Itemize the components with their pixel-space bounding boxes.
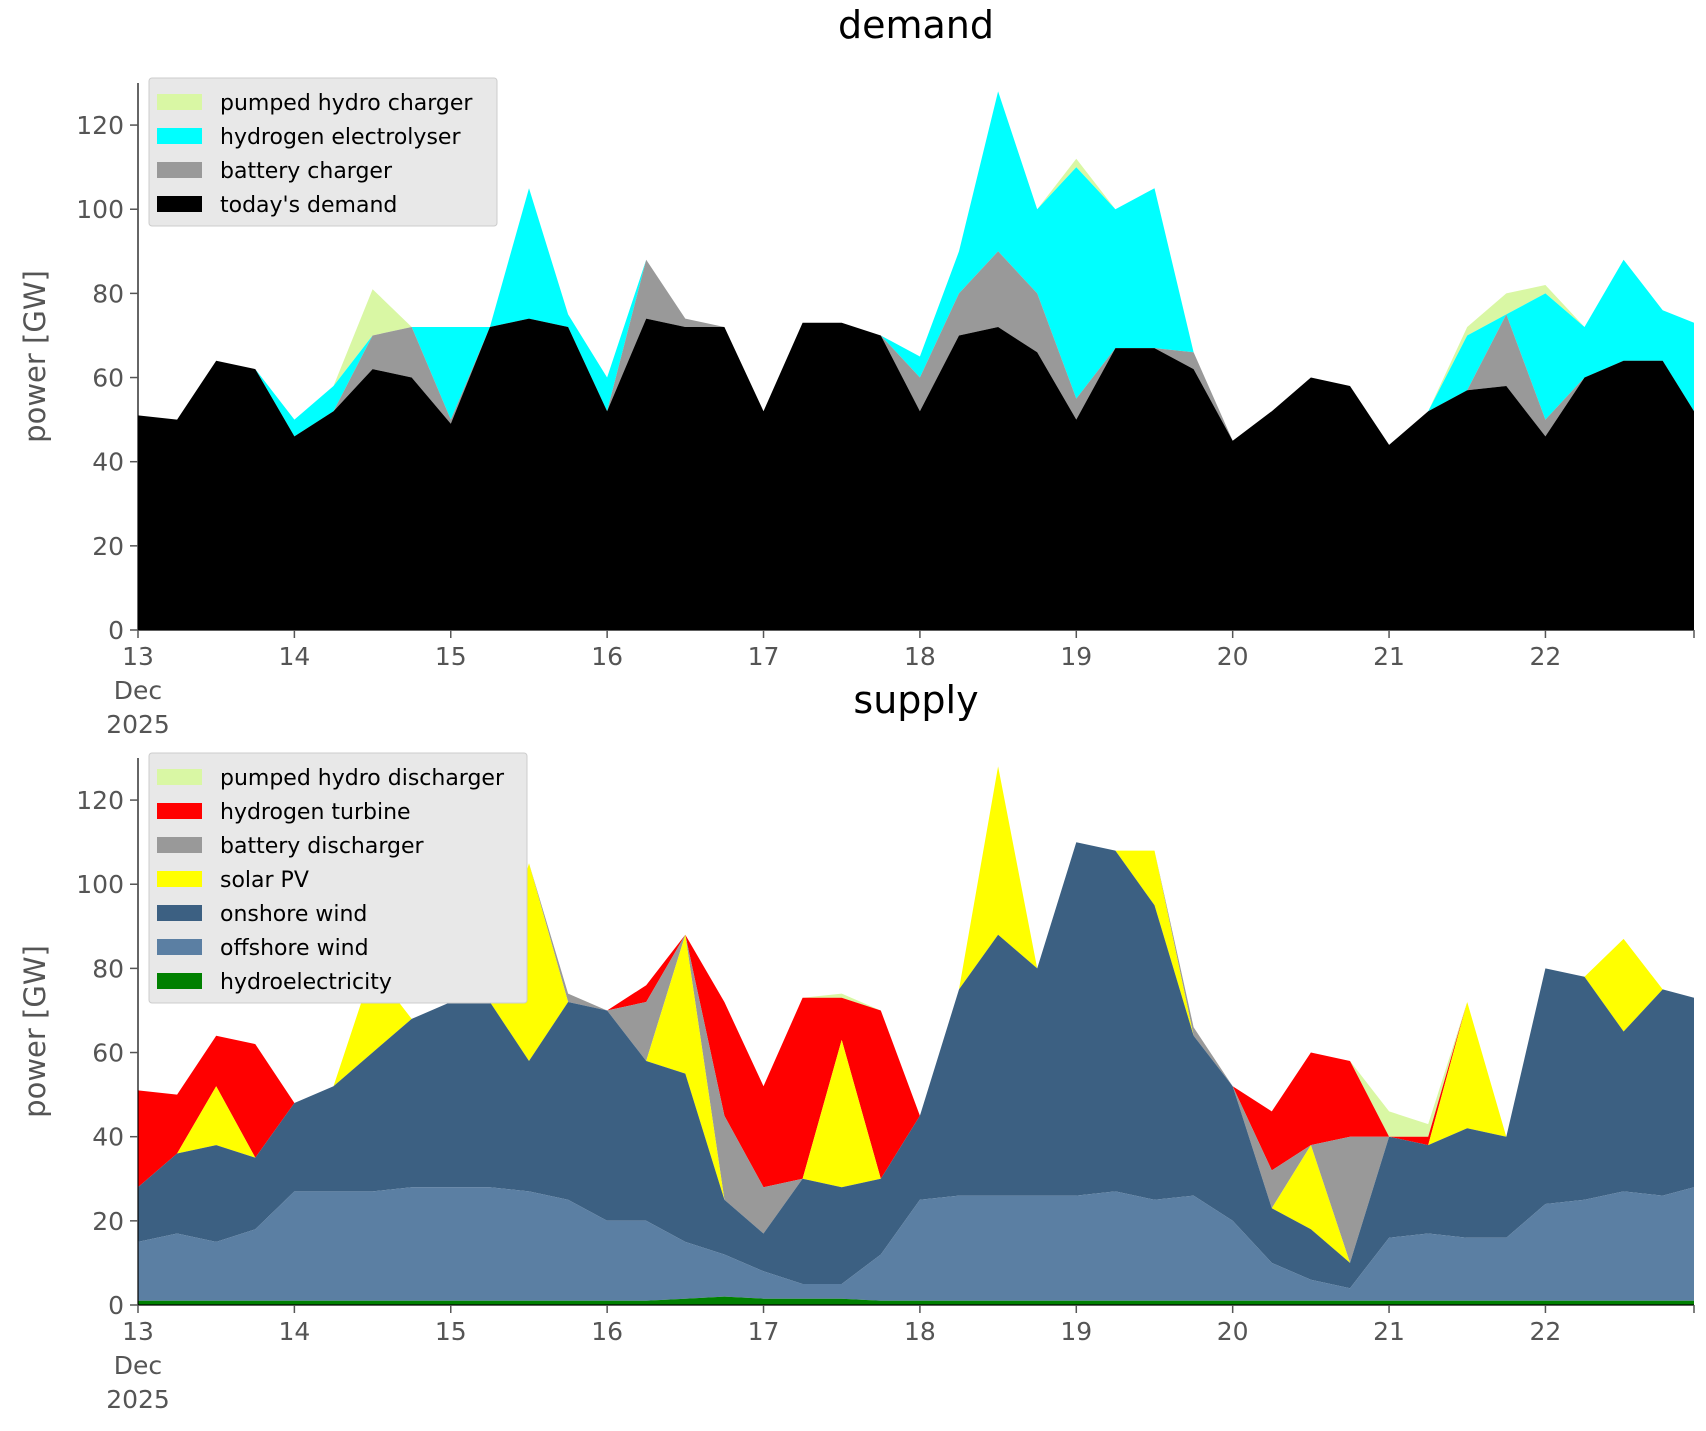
x-tick-label: 15 bbox=[435, 642, 467, 671]
y-tick-label: 0 bbox=[108, 1291, 124, 1320]
legend-label-battery-charger: battery charger bbox=[220, 159, 393, 184]
chart-title: demand bbox=[838, 3, 994, 47]
x-tick-label: 16 bbox=[591, 1317, 623, 1346]
y-tick-label: 120 bbox=[76, 111, 124, 140]
y-tick-label: 40 bbox=[92, 448, 124, 477]
legend-box bbox=[148, 752, 528, 1004]
x-tick-label: 2025 bbox=[106, 1385, 170, 1414]
legend: pumped hydro discharger hydrogen turbine b… bbox=[148, 752, 528, 1004]
x-tick-label: 15 bbox=[435, 1317, 467, 1346]
legend-swatch-hydroelectricity bbox=[157, 973, 202, 989]
y-axis-label: power [GW] bbox=[18, 945, 52, 1118]
legend-swatch-offshore-wind bbox=[157, 939, 202, 955]
y-tick-label: 40 bbox=[92, 1123, 124, 1152]
y-tick-label: 20 bbox=[92, 532, 124, 561]
legend-label-battery-discharger: battery discharger bbox=[220, 834, 425, 859]
x-tick-label: 19 bbox=[1060, 642, 1092, 671]
area-battery-charger bbox=[138, 251, 1694, 445]
x-tick-label: 18 bbox=[904, 1317, 936, 1346]
x-tick-label: 13 bbox=[122, 1317, 154, 1346]
legend-swatch-pumped-hydro-discharger bbox=[157, 769, 202, 785]
x-tick-label: 18 bbox=[904, 642, 936, 671]
x-tick-label: 19 bbox=[1060, 1317, 1092, 1346]
legend-box bbox=[148, 77, 498, 227]
x-tick-label: 13 bbox=[122, 642, 154, 671]
y-tick-label: 80 bbox=[92, 279, 124, 308]
x-tick-label: Dec bbox=[114, 676, 162, 705]
y-tick-label: 100 bbox=[76, 195, 124, 224]
legend-label-onshore-wind: onshore wind bbox=[220, 902, 367, 927]
demand-chart-panel: 0 20 40 60 80 100 120 13 Dec 2025 14 15 16 17 18 19 20 21… bbox=[18, 3, 1695, 739]
legend-swatch-hydrogen-electrolyser bbox=[157, 128, 202, 144]
y-tick-label: 0 bbox=[108, 616, 124, 645]
legend-swatch-battery-discharger bbox=[157, 837, 202, 853]
legend-swatch-hydrogen-turbine bbox=[157, 803, 202, 819]
x-tick-label: Dec bbox=[114, 1351, 162, 1380]
legend-swatch-onshore-wind bbox=[157, 905, 202, 921]
x-tick-label: 21 bbox=[1373, 642, 1405, 671]
x-tick-label: 14 bbox=[278, 1317, 310, 1346]
y-tick-label: 60 bbox=[92, 1039, 124, 1068]
chart-title: supply bbox=[853, 678, 978, 722]
x-tick-label: 2025 bbox=[106, 710, 170, 739]
legend-label-hydroelectricity: hydroelectricity bbox=[220, 970, 392, 995]
legend-label-offshore-wind: offshore wind bbox=[220, 936, 369, 961]
legend-swatch-pumped-hydro-charger bbox=[157, 94, 202, 110]
area-hydrogen-turbine bbox=[138, 766, 1694, 1188]
x-tick-label: 22 bbox=[1530, 1317, 1562, 1346]
legend-label-pumped-hydro-discharger: pumped hydro discharger bbox=[220, 766, 505, 791]
legend-swatch-solar-pv bbox=[157, 871, 202, 887]
y-tick-label: 60 bbox=[92, 364, 124, 393]
y-axis-label: power [GW] bbox=[18, 270, 52, 443]
area-offshore-wind bbox=[138, 1187, 1694, 1301]
x-tick-label: 20 bbox=[1217, 1317, 1249, 1346]
area-today-s-demand bbox=[138, 318, 1694, 630]
legend-swatch-battery-charger bbox=[157, 162, 202, 178]
legend: pumped hydro charger hydrogen electrolyse… bbox=[148, 77, 498, 227]
x-tick-label: 14 bbox=[278, 642, 310, 671]
x-tick-label: 16 bbox=[591, 642, 623, 671]
x-tick-label: 21 bbox=[1373, 1317, 1405, 1346]
x-tick-label: 17 bbox=[748, 1317, 780, 1346]
area-onshore-wind bbox=[138, 842, 1694, 1289]
x-tick-label: 17 bbox=[748, 642, 780, 671]
legend-label-today-s-demand: today's demand bbox=[220, 193, 397, 218]
area-hydroelectricity bbox=[138, 1296, 1694, 1305]
legend-label-hydrogen-turbine: hydrogen turbine bbox=[220, 800, 411, 825]
x-tick-label: 20 bbox=[1217, 642, 1249, 671]
legend-swatch-today-s-demand bbox=[157, 196, 202, 212]
supply-chart-panel: 0 20 40 60 80 100 120 13 Dec 2025 14 15 16 17 18 19 20 21… bbox=[18, 678, 1695, 1414]
y-tick-label: 20 bbox=[92, 1207, 124, 1236]
y-tick-label: 120 bbox=[76, 786, 124, 815]
legend-label-pumped-hydro-charger: pumped hydro charger bbox=[220, 91, 473, 116]
legend-label-hydrogen-electrolyser: hydrogen electrolyser bbox=[220, 125, 461, 150]
x-tick-label: 22 bbox=[1530, 642, 1562, 671]
y-tick-label: 100 bbox=[76, 870, 124, 899]
legend-label-solar-pv: solar PV bbox=[220, 868, 309, 893]
y-tick-label: 80 bbox=[92, 954, 124, 983]
